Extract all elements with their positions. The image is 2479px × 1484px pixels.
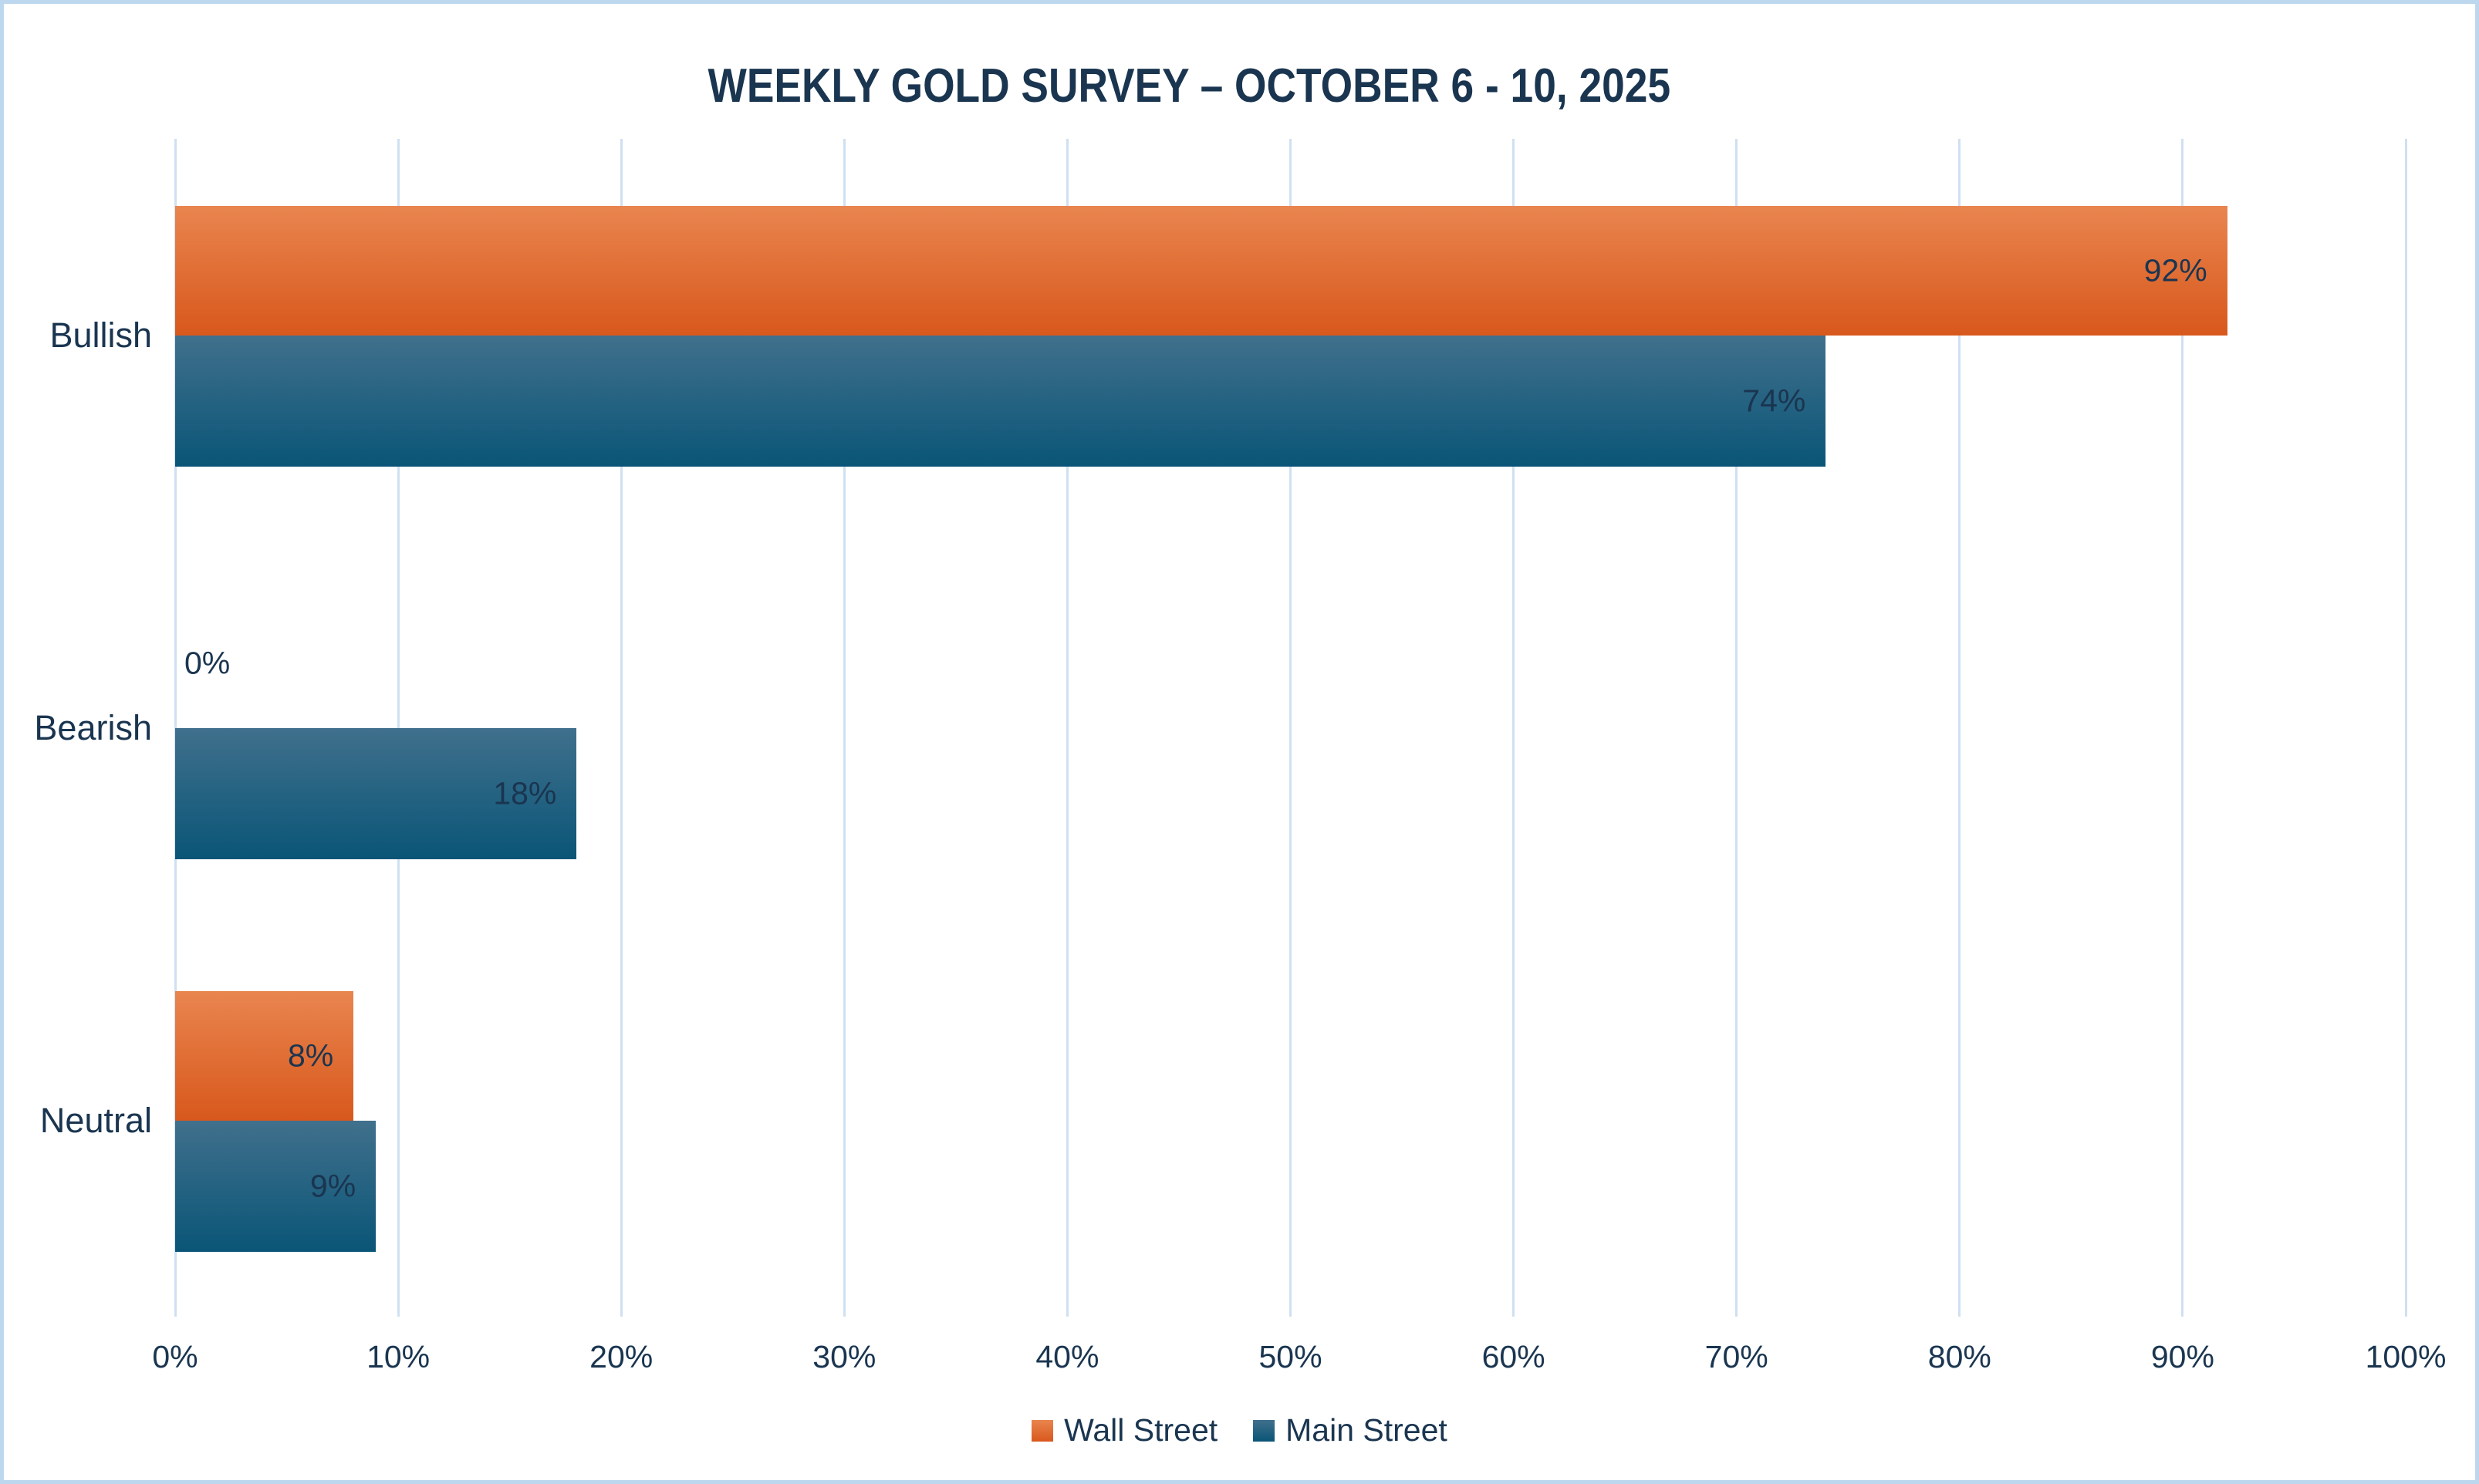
x-tick-label-20: 20% <box>589 1339 654 1374</box>
x-tick-label-50: 50% <box>1258 1339 1322 1374</box>
category-band-bullish: 92% 74% <box>175 139 2406 531</box>
x-tick-label-10: 10% <box>366 1339 431 1374</box>
gridline-90 <box>2181 139 2184 1317</box>
legend-label-main-street: Main Street <box>1285 1412 1447 1448</box>
category-label-bearish: Bearish <box>34 707 152 747</box>
bar-main-street-bearish: 18% <box>175 728 577 859</box>
x-tick-label-30: 30% <box>812 1339 876 1374</box>
x-axis-labels: 0% 10% 20% 30% 40% 50% 60% 70% 80% 90% 100% <box>152 1339 2446 1378</box>
x-tick-label-90: 90% <box>2150 1339 2214 1374</box>
bar-value-label-wall-street-bullish: 92% <box>2143 252 2207 288</box>
bar-value-label-wall-street-neutral: 8% <box>288 1037 334 1074</box>
category-label-bullish: Bullish <box>49 315 152 355</box>
bar-main-street-neutral: 9% <box>175 1121 377 1252</box>
bar-value-label-main-street-neutral: 9% <box>309 1168 356 1204</box>
bar-wall-street-neutral: 8% <box>175 991 354 1121</box>
bars-area: 92% 74% 0% 18% 8% 9% <box>175 139 2406 1317</box>
plot-area: 92% 74% 0% 18% 8% 9% <box>174 139 2407 1317</box>
bar-value-label-main-street-bearish: 18% <box>493 775 557 811</box>
category-band-neutral: 8% 9% <box>175 924 2406 1317</box>
legend-item-main-street: Main Street <box>1253 1412 1447 1449</box>
x-tick-label-0: 0% <box>152 1339 198 1374</box>
x-tick-label-60: 60% <box>1481 1339 1545 1374</box>
gridlines <box>174 139 2407 1317</box>
x-tick-label-40: 40% <box>1035 1339 1099 1374</box>
gridline-50 <box>1289 139 1292 1317</box>
chart-title-text: WEEKLY GOLD SURVEY – OCTOBER 6 - 10, 202… <box>708 59 1671 113</box>
gridline-70 <box>1735 139 1738 1317</box>
gridline-100 <box>2404 139 2407 1317</box>
bar-value-label-wall-street-bearish: 0% <box>184 645 231 681</box>
legend: Wall Street Main Street <box>4 1412 2475 1449</box>
x-tick-label-100: 100% <box>2365 1339 2447 1374</box>
bar-wall-street-bullish: 92% <box>175 206 2227 336</box>
x-tick-label-70: 70% <box>1704 1339 1768 1374</box>
chart-title: WEEKLY GOLD SURVEY – OCTOBER 6 - 10, 202… <box>4 62 2375 110</box>
category-label-neutral: Neutral <box>39 1100 152 1140</box>
gridline-40 <box>1066 139 1069 1317</box>
x-tick-label-80: 80% <box>1927 1339 1991 1374</box>
bar-main-street-bullish: 74% <box>175 336 1826 467</box>
bar-value-label-main-street-bullish: 74% <box>1742 383 1806 419</box>
gridline-10 <box>397 139 400 1317</box>
gridline-80 <box>1958 139 1961 1317</box>
legend-label-wall-street: Wall Street <box>1064 1412 1218 1448</box>
category-band-bearish: 0% 18% <box>175 531 2406 924</box>
legend-marker-icon-main-street <box>1253 1419 1275 1442</box>
gridline-30 <box>843 139 846 1317</box>
gridline-0 <box>174 139 177 1317</box>
legend-item-wall-street: Wall Street <box>1032 1412 1218 1449</box>
legend-marker-icon-wall-street <box>1032 1419 1054 1442</box>
y-axis-category-labels: Bullish Bearish Neutral <box>4 139 152 1317</box>
gridline-60 <box>1512 139 1515 1317</box>
gridline-20 <box>620 139 623 1317</box>
